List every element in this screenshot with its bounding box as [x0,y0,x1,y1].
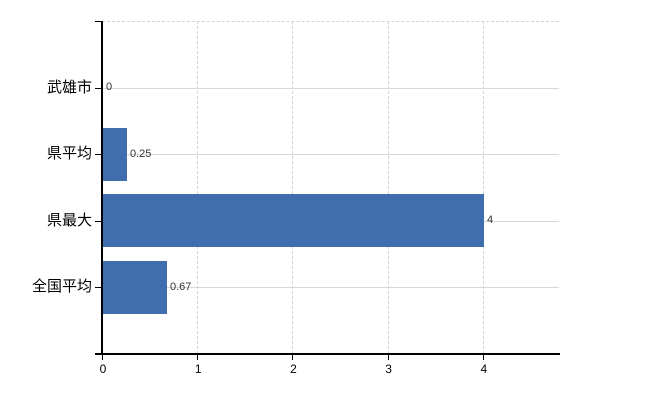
plot-top-border [102,21,559,22]
x-axis [95,353,560,355]
bar-value-label: 0 [106,81,113,94]
x-axis-tick [197,355,199,360]
y-axis [101,21,103,354]
bar [103,127,127,181]
bar-value-label: 0.25 [130,147,152,160]
grid-line-vertical [292,21,294,354]
y-axis-tick [95,220,102,222]
x-axis-tick [387,355,389,360]
x-tick-label: 2 [290,362,297,376]
y-axis-tick [95,154,102,156]
x-axis-tick [102,355,103,360]
x-tick-label: 1 [194,362,202,376]
x-tick-label: 3 [385,362,392,376]
category-label: 県最大 [46,211,92,229]
grid-line-horizontal [102,87,559,89]
grid-line-vertical [197,21,199,354]
x-axis-tick [482,355,484,360]
bar [103,194,484,248]
x-tick-label: 4 [480,362,488,376]
category-label: 県平均 [46,145,92,163]
x-axis-tick [292,355,294,360]
y-axis-tick [95,21,102,22]
category-label: 全国平均 [31,278,92,296]
bar [103,260,167,314]
grid-line-vertical [387,21,389,354]
y-axis-tick [95,287,102,289]
category-label: 武雄市 [46,78,92,96]
y-axis-tick [95,87,102,89]
grid-line-vertical [482,21,484,354]
grid-line-horizontal [102,287,559,289]
x-tick-label: 0 [99,362,107,376]
bar-value-label: 0.67 [170,280,192,293]
grid-line-horizontal [102,154,559,156]
bar-value-label: 4 [487,214,494,227]
